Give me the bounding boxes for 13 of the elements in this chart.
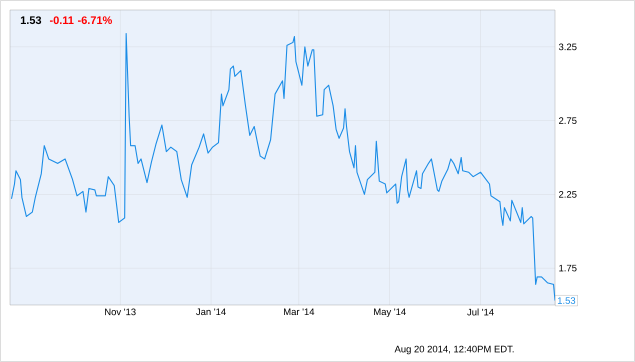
x-tick-label: Mar '14: [284, 308, 314, 316]
y-tick-label: 2.25: [559, 191, 577, 198]
x-tick-label: May '14: [374, 308, 406, 317]
x-tick-label: Nov '13: [105, 308, 136, 316]
x-tick-label: Jan '14: [196, 308, 226, 316]
chart-title: 1.53: [20, 16, 42, 24]
y-tick-label: 2.75: [559, 117, 577, 124]
annotation: 1.53: [558, 297, 576, 304]
y-tick-label: 1.75: [559, 264, 577, 272]
y-tick-label: 3.25: [558, 44, 577, 50]
x-tick-label: Jul '14: [467, 308, 494, 316]
text: Aug 20 2014, 12:40PM EDT.: [394, 346, 514, 354]
chart-subtitle: -0.11 -6.71%: [50, 16, 112, 24]
